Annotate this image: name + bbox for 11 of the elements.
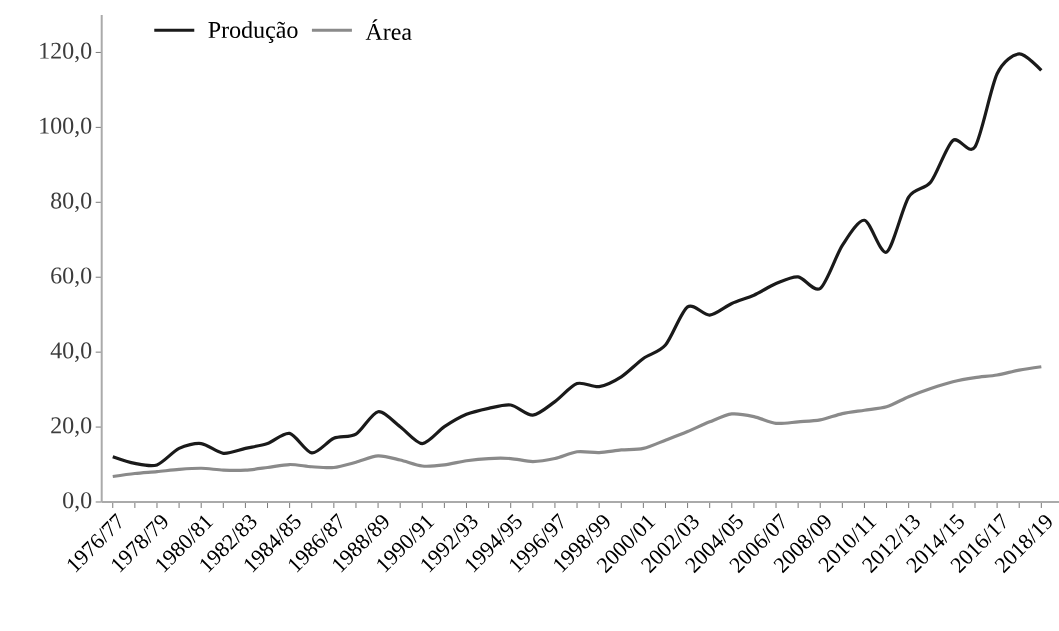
line-series — [111, 52, 1043, 468]
y-tick-label: 80,0 — [51, 192, 92, 213]
legend-label: Produção — [208, 21, 298, 43]
y-tick-label: 100,0 — [40, 117, 92, 138]
y-tick-label: 120,0 — [40, 42, 92, 63]
y-tick-label: 40,0 — [50, 342, 92, 362]
y-tick-label: 60,0 — [51, 267, 92, 288]
line-series — [111, 365, 1043, 479]
y-tick-label: 0,0 — [63, 492, 92, 512]
y-tick-label: 20,0 — [51, 417, 92, 437]
legend-label: Área — [365, 19, 412, 41]
